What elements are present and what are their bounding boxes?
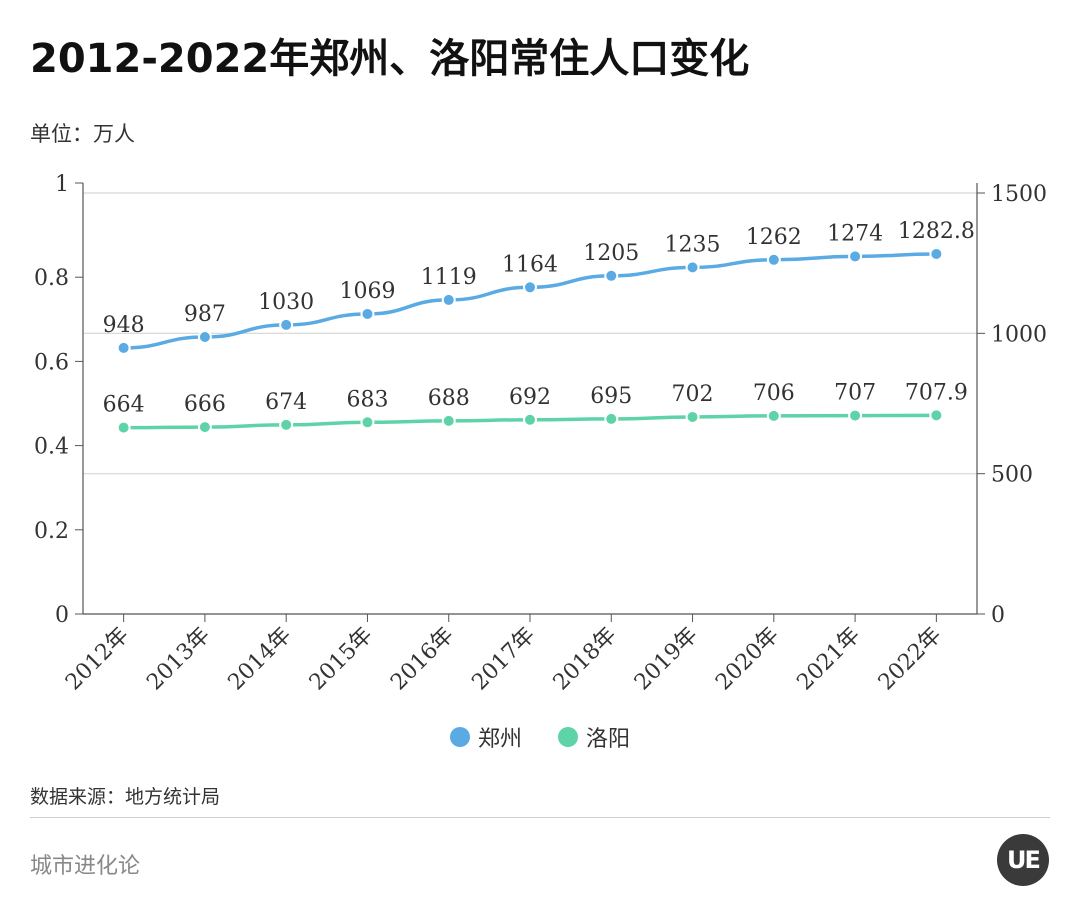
legend-label-luoyang: 洛阳 xyxy=(586,727,631,752)
x-tick-label: 2013年 xyxy=(142,623,215,696)
data-point xyxy=(929,408,944,423)
legend-marker-luoyang xyxy=(558,727,578,747)
data-point xyxy=(685,409,700,424)
data-point xyxy=(360,306,375,321)
left-tick-label: 0.2 xyxy=(34,519,69,544)
line-chart: 0 0.2 0.4 0.6 0.8 1 0 500 1000 1500 2012年 2013年 2014… xyxy=(34,172,1047,696)
left-tick-label: 0.8 xyxy=(34,266,69,291)
x-tick-label: 2014年 xyxy=(224,623,297,696)
right-tick-label: 500 xyxy=(991,463,1033,488)
data-point xyxy=(604,268,619,283)
data-label: 1282.8 xyxy=(898,219,975,244)
x-tick-label: 2018年 xyxy=(549,623,622,696)
data-label: 1164 xyxy=(502,252,558,277)
x-tick-label: 2020年 xyxy=(711,623,784,696)
right-tick-label: 0 xyxy=(991,603,1005,628)
left-tick-label: 0 xyxy=(55,603,69,628)
source-note: 数据来源：地方统计局 xyxy=(30,786,221,808)
data-label: 706 xyxy=(753,381,795,406)
chart-title: 2012-2022年郑州、洛阳常住人口变化 xyxy=(30,36,750,82)
right-tick-label: 1500 xyxy=(991,182,1047,207)
x-tick-label: 2022年 xyxy=(874,623,947,696)
left-tick-label: 0.4 xyxy=(34,435,69,460)
x-tick-label: 2016年 xyxy=(386,623,459,696)
data-point xyxy=(766,252,781,267)
left-tick-label: 0.6 xyxy=(34,350,69,375)
x-tick-label: 2021年 xyxy=(793,623,866,696)
right-tick-label: 1000 xyxy=(991,322,1047,347)
x-tick-label: 2012年 xyxy=(61,623,134,696)
x-tick-label: 2015年 xyxy=(305,623,378,696)
data-label: 707.9 xyxy=(905,380,968,405)
legend-label-zhengzhou: 郑州 xyxy=(477,727,522,752)
data-point xyxy=(197,420,212,435)
legend-item-zhengzhou[interactable]: 郑州 xyxy=(449,721,522,753)
data-label: 1205 xyxy=(583,241,639,266)
data-point xyxy=(685,260,700,275)
legend: 郑州 洛阳 xyxy=(0,721,1080,753)
unit-label: 单位：万人 xyxy=(30,122,135,146)
data-label: 1274 xyxy=(827,221,883,246)
footer-divider xyxy=(30,817,1050,818)
data-label: 674 xyxy=(265,390,307,415)
data-label: 1235 xyxy=(665,232,721,257)
footer-brand: 城市进化论 xyxy=(30,854,141,879)
data-point xyxy=(441,413,456,428)
data-label: 702 xyxy=(672,382,714,407)
data-label: 948 xyxy=(103,313,145,338)
data-point xyxy=(279,317,294,332)
data-label: 1069 xyxy=(339,279,395,304)
data-label: 707 xyxy=(834,381,876,406)
data-point xyxy=(848,249,863,264)
data-point xyxy=(116,340,131,355)
data-label: 688 xyxy=(428,386,470,411)
legend-item-luoyang[interactable]: 洛阳 xyxy=(558,721,630,753)
x-tick-label: 2017年 xyxy=(467,623,540,696)
data-point xyxy=(116,420,131,435)
data-point xyxy=(523,280,537,295)
data-label: 695 xyxy=(590,384,632,409)
data-point xyxy=(523,412,537,427)
data-label: 664 xyxy=(103,393,145,418)
data-point xyxy=(604,411,619,426)
data-label: 1030 xyxy=(258,290,314,315)
data-label: 692 xyxy=(509,385,551,410)
brand-logo: UE xyxy=(997,834,1049,886)
data-point xyxy=(848,408,863,423)
legend-marker-zhengzhou xyxy=(449,727,470,747)
data-point xyxy=(766,408,781,423)
data-point xyxy=(441,292,456,307)
data-point xyxy=(197,329,212,344)
data-label: 1262 xyxy=(746,225,802,250)
data-point xyxy=(279,417,294,432)
x-tick-label: 2019年 xyxy=(630,623,703,696)
data-point xyxy=(929,246,944,261)
data-label: 666 xyxy=(184,392,226,417)
data-label: 987 xyxy=(184,302,226,327)
data-label: 683 xyxy=(346,387,388,412)
data-point xyxy=(360,415,375,430)
data-label: 1119 xyxy=(421,265,477,290)
left-tick-label: 1 xyxy=(55,172,69,197)
